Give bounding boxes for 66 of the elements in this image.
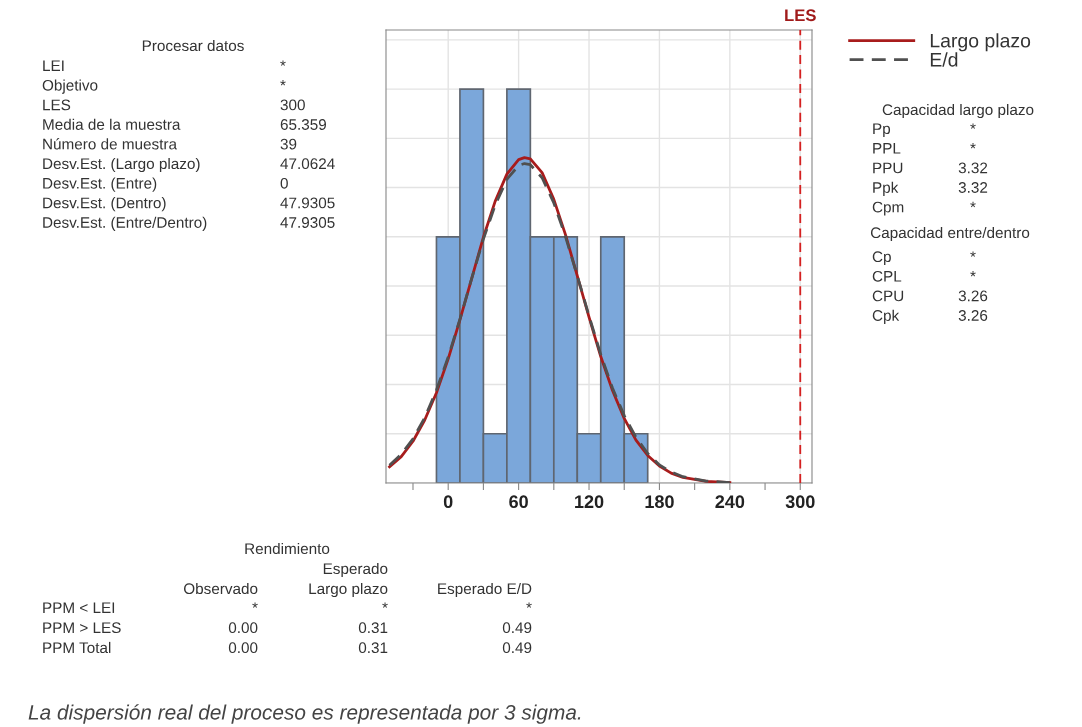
text: * (280, 80, 286, 86)
text: PPM > LES (43, 622, 121, 634)
text: 0.31 (358, 622, 388, 634)
text: 3.32 (958, 182, 988, 193)
text: CPL (872, 270, 902, 282)
text: * (252, 602, 258, 608)
text: Esperado (323, 562, 388, 578)
x-tick-label: 240 (715, 495, 745, 509)
text: Esperado E/D (438, 582, 532, 598)
text: PPM Total (43, 641, 111, 654)
text: 3.26 (958, 290, 988, 302)
text: Cp (872, 251, 891, 266)
text: Cpm (872, 201, 904, 216)
x-tick-label: 120 (575, 495, 604, 509)
text: Procesar datos (142, 39, 244, 52)
text: * (382, 602, 388, 608)
text: Desv.Est. (Dentro) (43, 197, 166, 212)
legend-label: E/d (930, 52, 958, 67)
text: Capacidad entre/dentro (870, 226, 1030, 242)
text: Desv.Est. (Largo plazo) (43, 157, 200, 173)
text: 0.49 (502, 642, 532, 654)
text: 47.0624 (280, 158, 335, 170)
text: 0.49 (502, 622, 532, 634)
legend-label: Largo plazo (930, 33, 1031, 52)
text: * (970, 271, 976, 277)
text: Media de la muestra (43, 118, 181, 130)
text: 39 (280, 138, 297, 150)
text: 47.9305 (280, 217, 335, 228)
text: 300 (280, 99, 305, 111)
text: 3.26 (958, 310, 988, 321)
x-tick-label: 60 (509, 495, 528, 509)
text: * (970, 123, 976, 129)
text: 0 (280, 177, 288, 189)
text: * (970, 201, 976, 208)
text: Observado (184, 582, 258, 595)
x-tick-label: 300 (785, 495, 815, 509)
x-tick-label: 0 (443, 495, 453, 509)
text: Número de muestra (43, 138, 178, 150)
text: * (526, 602, 532, 608)
text: 0.31 (358, 642, 388, 654)
text: LES (43, 99, 71, 111)
text: Desv.Est. (Entre) (43, 177, 157, 192)
ref-line-label: LES (785, 9, 816, 22)
text: * (970, 251, 976, 257)
text: 3.32 (958, 162, 988, 174)
text: 65.359 (280, 119, 326, 130)
text: Ppk (873, 181, 899, 196)
text: LEI (43, 60, 64, 71)
text: Cpk (872, 309, 900, 324)
text: 0.00 (228, 622, 258, 634)
text: Capacidad largo plazo (882, 103, 1034, 119)
text: Objetivo (42, 79, 98, 94)
text: PPM < LEI (43, 602, 115, 613)
text: Rendimiento (245, 542, 330, 555)
text: Pp (873, 123, 891, 138)
text: 47.9305 (280, 197, 335, 209)
text: PPU (873, 162, 903, 174)
text: * (280, 60, 286, 66)
x-tick-label: 180 (645, 495, 674, 509)
text: CPU (872, 290, 904, 302)
text: Largo plazo (309, 582, 388, 598)
text: * (970, 143, 976, 149)
text: Desv.Est. (Entre/Dentro) (43, 216, 207, 231)
text: 0.00 (228, 642, 258, 654)
text: PPL (873, 143, 901, 154)
text: La dispersión real del proceso es representada por 3 sigma. (28, 704, 581, 724)
